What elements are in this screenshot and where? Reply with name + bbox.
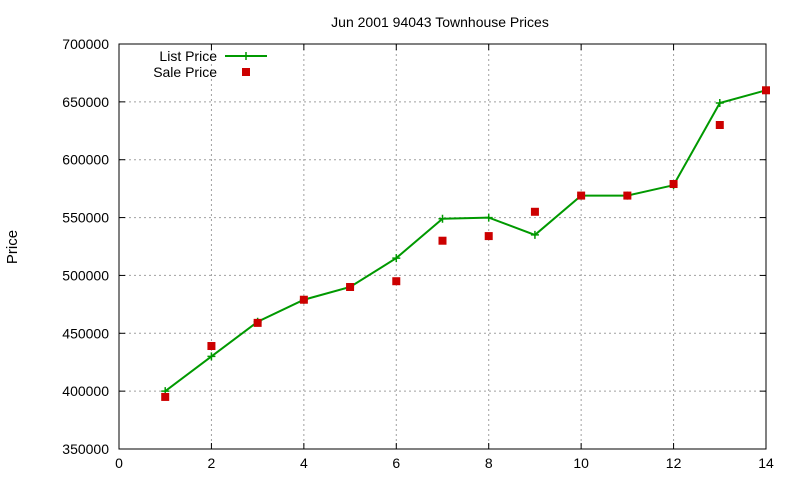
data-point [207,342,216,351]
data-point [161,392,170,401]
data-point [392,254,401,263]
y-tick-label: 600000 [62,152,109,168]
legend-marker [242,68,250,76]
y-tick-label: 700000 [62,36,109,52]
data-point [438,214,447,223]
data-point [715,121,724,129]
data-point [346,283,355,291]
chart-title: Jun 2001 94043 Townhouse Prices [331,14,549,30]
series-sale-price [161,86,770,401]
x-tick-label: 10 [573,455,589,471]
data-point [299,295,308,304]
y-axis-label: Price [4,230,21,264]
y-tick-label: 350000 [62,441,109,457]
series-line [164,89,767,392]
data-point [253,318,262,327]
x-tick-label: 6 [392,455,400,471]
legend-marker [242,52,250,60]
data-point [577,191,586,200]
series-layer [161,86,770,401]
series-list-price [161,86,770,396]
y-tick-label: 650000 [62,94,109,110]
data-point [669,180,678,189]
legend-label: List Price [159,48,217,64]
data-point [484,232,493,241]
x-tick-label: 4 [300,455,308,471]
x-tick-label: 14 [758,455,774,471]
data-point [438,236,447,245]
x-tick-label: 2 [208,455,216,471]
axis-ticks: 0 2 4 6 8 10 12 14 350000 400000 450000 500000 55000… [62,36,774,471]
x-tick-label: 0 [115,455,123,471]
y-tick-label: 400000 [62,383,109,399]
grid-lines [119,44,766,449]
data-point [715,99,724,108]
data-point [207,352,216,361]
data-point [530,207,539,216]
data-point [623,191,632,200]
y-tick-label: 500000 [62,267,109,283]
data-point [530,230,539,239]
plot-frame [118,43,767,450]
data-point [392,277,401,286]
x-tick-label: 8 [485,455,493,471]
x-tick-label: 12 [666,455,682,471]
data-point [762,86,770,95]
data-point [484,213,493,222]
y-tick-label: 450000 [62,325,109,341]
y-tick-label: 550000 [62,210,109,226]
legend-label: Sale Price [153,64,217,80]
